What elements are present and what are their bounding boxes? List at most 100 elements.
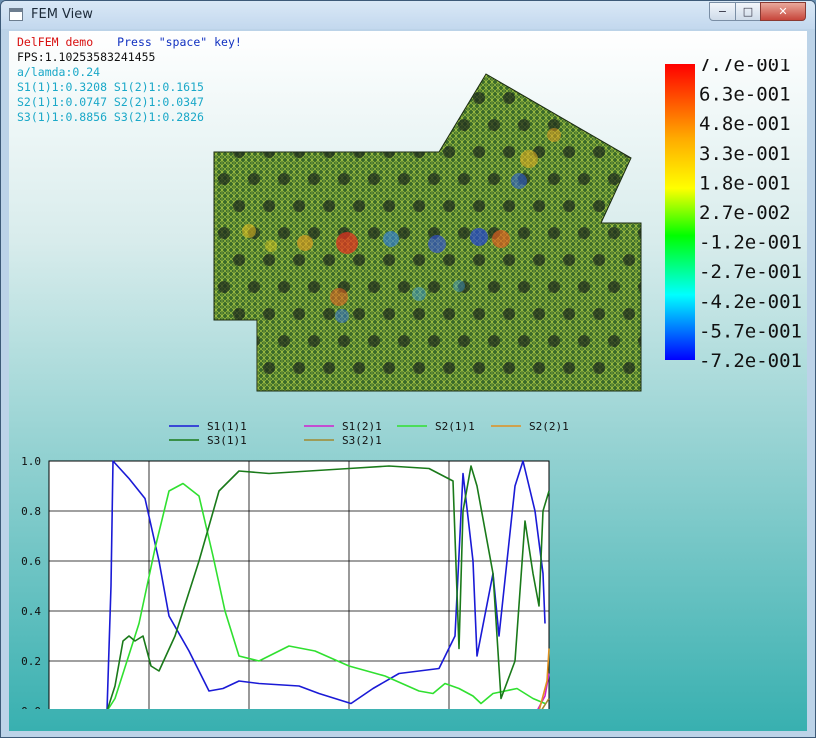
mesh-hole xyxy=(593,254,605,266)
mesh-hole xyxy=(353,146,365,158)
mesh-hole xyxy=(638,281,641,293)
mesh-hole xyxy=(278,227,290,239)
mesh-hole xyxy=(383,362,395,374)
mesh-hole xyxy=(623,308,635,320)
mesh-hole xyxy=(353,308,365,320)
demo-info-line: DelFEM demo Press "space" key! xyxy=(17,35,242,49)
mesh-hole xyxy=(533,362,545,374)
mesh-hole xyxy=(638,74,641,77)
mesh-hole xyxy=(248,119,260,131)
mesh-hole xyxy=(593,308,605,320)
mesh-hole xyxy=(533,308,545,320)
mesh-hole xyxy=(323,92,335,104)
color-scale-label: -4.2e-001 xyxy=(699,291,802,313)
mesh-hole xyxy=(218,173,230,185)
mesh-hole xyxy=(338,335,350,347)
mesh-hole xyxy=(218,74,230,77)
mesh-hole xyxy=(548,227,560,239)
mesh-hole xyxy=(473,308,485,320)
mesh-hole xyxy=(488,173,500,185)
mesh-hole xyxy=(458,335,470,347)
mesh-hole xyxy=(488,119,500,131)
mesh-hole xyxy=(548,119,560,131)
mesh-hole xyxy=(368,74,380,77)
mesh-hole xyxy=(413,200,425,212)
mesh-hole xyxy=(353,254,365,266)
mesh-hole xyxy=(233,92,245,104)
mesh-hole xyxy=(218,119,230,131)
mesh-hole xyxy=(263,146,275,158)
mesh-hole xyxy=(473,254,485,266)
mesh-hole xyxy=(413,146,425,158)
mesh-hole xyxy=(638,173,641,185)
mesh-hole xyxy=(533,200,545,212)
legend-label: S3(1)1 xyxy=(207,434,247,447)
mesh-hole xyxy=(443,362,455,374)
mesh-hole xyxy=(563,92,575,104)
mesh-hole xyxy=(323,254,335,266)
color-scale-label: 7.7e-001 xyxy=(699,59,791,76)
mesh-hole xyxy=(413,308,425,320)
mesh-hole xyxy=(263,200,275,212)
mesh-hole xyxy=(308,227,320,239)
mesh-hole xyxy=(398,281,410,293)
mesh-hole xyxy=(398,74,410,77)
mesh-hole xyxy=(428,281,440,293)
mesh-hole xyxy=(503,362,515,374)
mesh-hole xyxy=(443,308,455,320)
mesh-hole xyxy=(308,173,320,185)
color-scale-label: 2.7e-002 xyxy=(699,202,791,224)
series-line-S2(2)1 xyxy=(538,648,550,709)
mesh-hole xyxy=(548,173,560,185)
mesh-hole xyxy=(458,281,470,293)
mesh-hole xyxy=(218,227,230,239)
mesh-hole xyxy=(473,362,485,374)
mesh-hole xyxy=(443,200,455,212)
mesh-hole xyxy=(593,362,605,374)
mesh-hole xyxy=(398,227,410,239)
color-scale-label: 6.3e-001 xyxy=(699,84,791,106)
mesh-hole xyxy=(383,92,395,104)
ratio-readout: a/lamda:0.24 xyxy=(17,65,101,79)
mesh-hole xyxy=(278,173,290,185)
window-title: FEM View xyxy=(31,7,93,22)
mesh-hole xyxy=(638,335,641,347)
close-button[interactable]: ✕ xyxy=(760,2,806,21)
mesh-hole xyxy=(518,281,530,293)
y-tick-label: 0.2 xyxy=(21,655,41,668)
mesh-hole xyxy=(323,308,335,320)
mesh-hole xyxy=(503,92,515,104)
press-hint: Press "space" key! xyxy=(117,35,242,49)
mesh-hole xyxy=(353,362,365,374)
mesh-hole xyxy=(233,200,245,212)
maximize-button[interactable]: □ xyxy=(735,2,761,21)
color-scale-label: -2.7e-001 xyxy=(699,261,802,283)
mesh-hole xyxy=(563,146,575,158)
y-tick-label: 0.6 xyxy=(21,555,41,568)
mesh-hole xyxy=(368,335,380,347)
minimize-button[interactable]: − xyxy=(709,2,736,21)
mesh-hole xyxy=(218,281,230,293)
fem-viewport[interactable]: DelFEM demo Press "space" key! FPS:1.1025… xyxy=(9,31,807,731)
color-scale-label: -7.2e-001 xyxy=(699,350,802,372)
mesh-hole xyxy=(368,119,380,131)
mesh-hole xyxy=(623,200,635,212)
fem-mesh-plot xyxy=(213,73,642,392)
mesh-hole xyxy=(443,146,455,158)
mesh-hole xyxy=(248,74,260,77)
mesh-hole xyxy=(383,308,395,320)
mesh-hole xyxy=(608,74,620,77)
mesh-hole xyxy=(608,173,620,185)
mesh-hole xyxy=(233,254,245,266)
title-bar[interactable]: FEM View − □ ✕ xyxy=(1,1,815,29)
mesh-hole xyxy=(428,74,440,77)
series-line-S3(2)1 xyxy=(541,698,550,709)
mesh-hole xyxy=(248,173,260,185)
series-line-S2(1)1 xyxy=(107,482,546,709)
mesh-hole xyxy=(233,362,245,374)
mesh-hole xyxy=(563,308,575,320)
mesh-hole xyxy=(278,281,290,293)
mesh-hole xyxy=(548,335,560,347)
y-tick-label: 1.0 xyxy=(21,455,41,468)
